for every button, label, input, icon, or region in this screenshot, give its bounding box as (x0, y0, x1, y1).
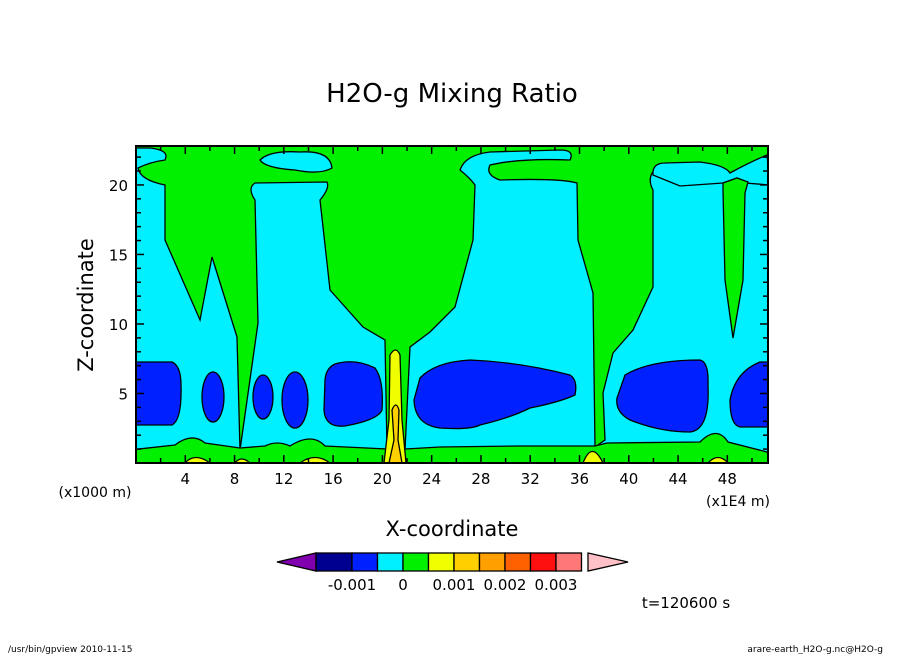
colorbar-box (402, 552, 430, 572)
x-axis-label: X-coordinate (386, 517, 519, 541)
time-label: t=120600 s (642, 594, 730, 612)
region-blue-5 (323, 361, 383, 427)
x-tick-label: 48 (718, 470, 737, 488)
region-blue-3 (252, 374, 274, 420)
footer-left: /usr/bin/gpview 2010-11-15 (8, 645, 132, 654)
colorbar-box (453, 552, 481, 572)
colorbar-label: 0.001 (433, 576, 476, 594)
x-tick-label: 20 (373, 470, 392, 488)
chart-title: H2O-g Mixing Ratio (326, 79, 578, 109)
x-tick-labels: 4 8 12 16 20 24 28 32 36 40 44 48 (181, 470, 737, 488)
colorbar-box (351, 552, 379, 572)
x-unit-label: (x1E4 m) (706, 494, 770, 510)
colorbar-box (504, 552, 532, 572)
region-gold-column (388, 404, 403, 463)
x-tick-label: 16 (324, 470, 343, 488)
axis-ticks (136, 146, 768, 463)
y-tick-label: 15 (109, 246, 128, 264)
y-axis-label: Z-coordinate (74, 238, 98, 372)
colorbar-label: 0.002 (484, 576, 527, 594)
colorbar-over-triangle (587, 552, 629, 572)
colorbar-label: 0.003 (535, 576, 578, 594)
x-tick-label: 4 (181, 470, 191, 488)
x-tick-label: 12 (274, 470, 293, 488)
y-unit-label: (x1000 m) (59, 485, 132, 501)
region-blue-7 (616, 359, 709, 433)
plot-frame (135, 145, 769, 464)
colorbar-box (478, 552, 506, 572)
footer-right: arare-earth_H2O-g.nc@H2O-g (747, 645, 883, 654)
region-green-spike-right (722, 177, 749, 339)
colorbar-box (427, 552, 455, 572)
y-tick-label: 5 (118, 385, 128, 403)
y-tick-label: 20 (109, 177, 128, 195)
region-blue-4 (281, 371, 309, 429)
y-tick-labels: 5 10 15 20 (109, 177, 128, 404)
colorbar-label: -0.001 (328, 576, 376, 594)
colorbar-label: 0 (398, 576, 408, 594)
x-tick-label: 36 (570, 470, 589, 488)
region-green-upper (136, 146, 768, 451)
colorbar-under-triangle (276, 552, 317, 572)
colorbar-box (315, 552, 353, 572)
x-tick-label: 8 (230, 470, 240, 488)
region-blue-1 (136, 361, 182, 426)
colorbar-labels: -0.001 0 0.001 0.002 0.003 (328, 576, 578, 594)
colorbar-box (555, 552, 583, 572)
x-tick-label: 40 (619, 470, 638, 488)
x-tick-label: 28 (471, 470, 490, 488)
x-tick-label: 24 (422, 470, 441, 488)
region-blue-6 (413, 359, 577, 430)
x-tick-label: 32 (521, 470, 540, 488)
y-tick-label: 10 (109, 316, 128, 334)
x-tick-label: 44 (669, 470, 688, 488)
plot-area (136, 146, 768, 463)
region-green-bottom (136, 432, 768, 463)
region-blue-2 (201, 371, 225, 423)
colorbar (276, 552, 629, 572)
colorbar-box (529, 552, 557, 572)
colorbar-box (376, 552, 404, 572)
region-blue-8 (729, 361, 768, 428)
